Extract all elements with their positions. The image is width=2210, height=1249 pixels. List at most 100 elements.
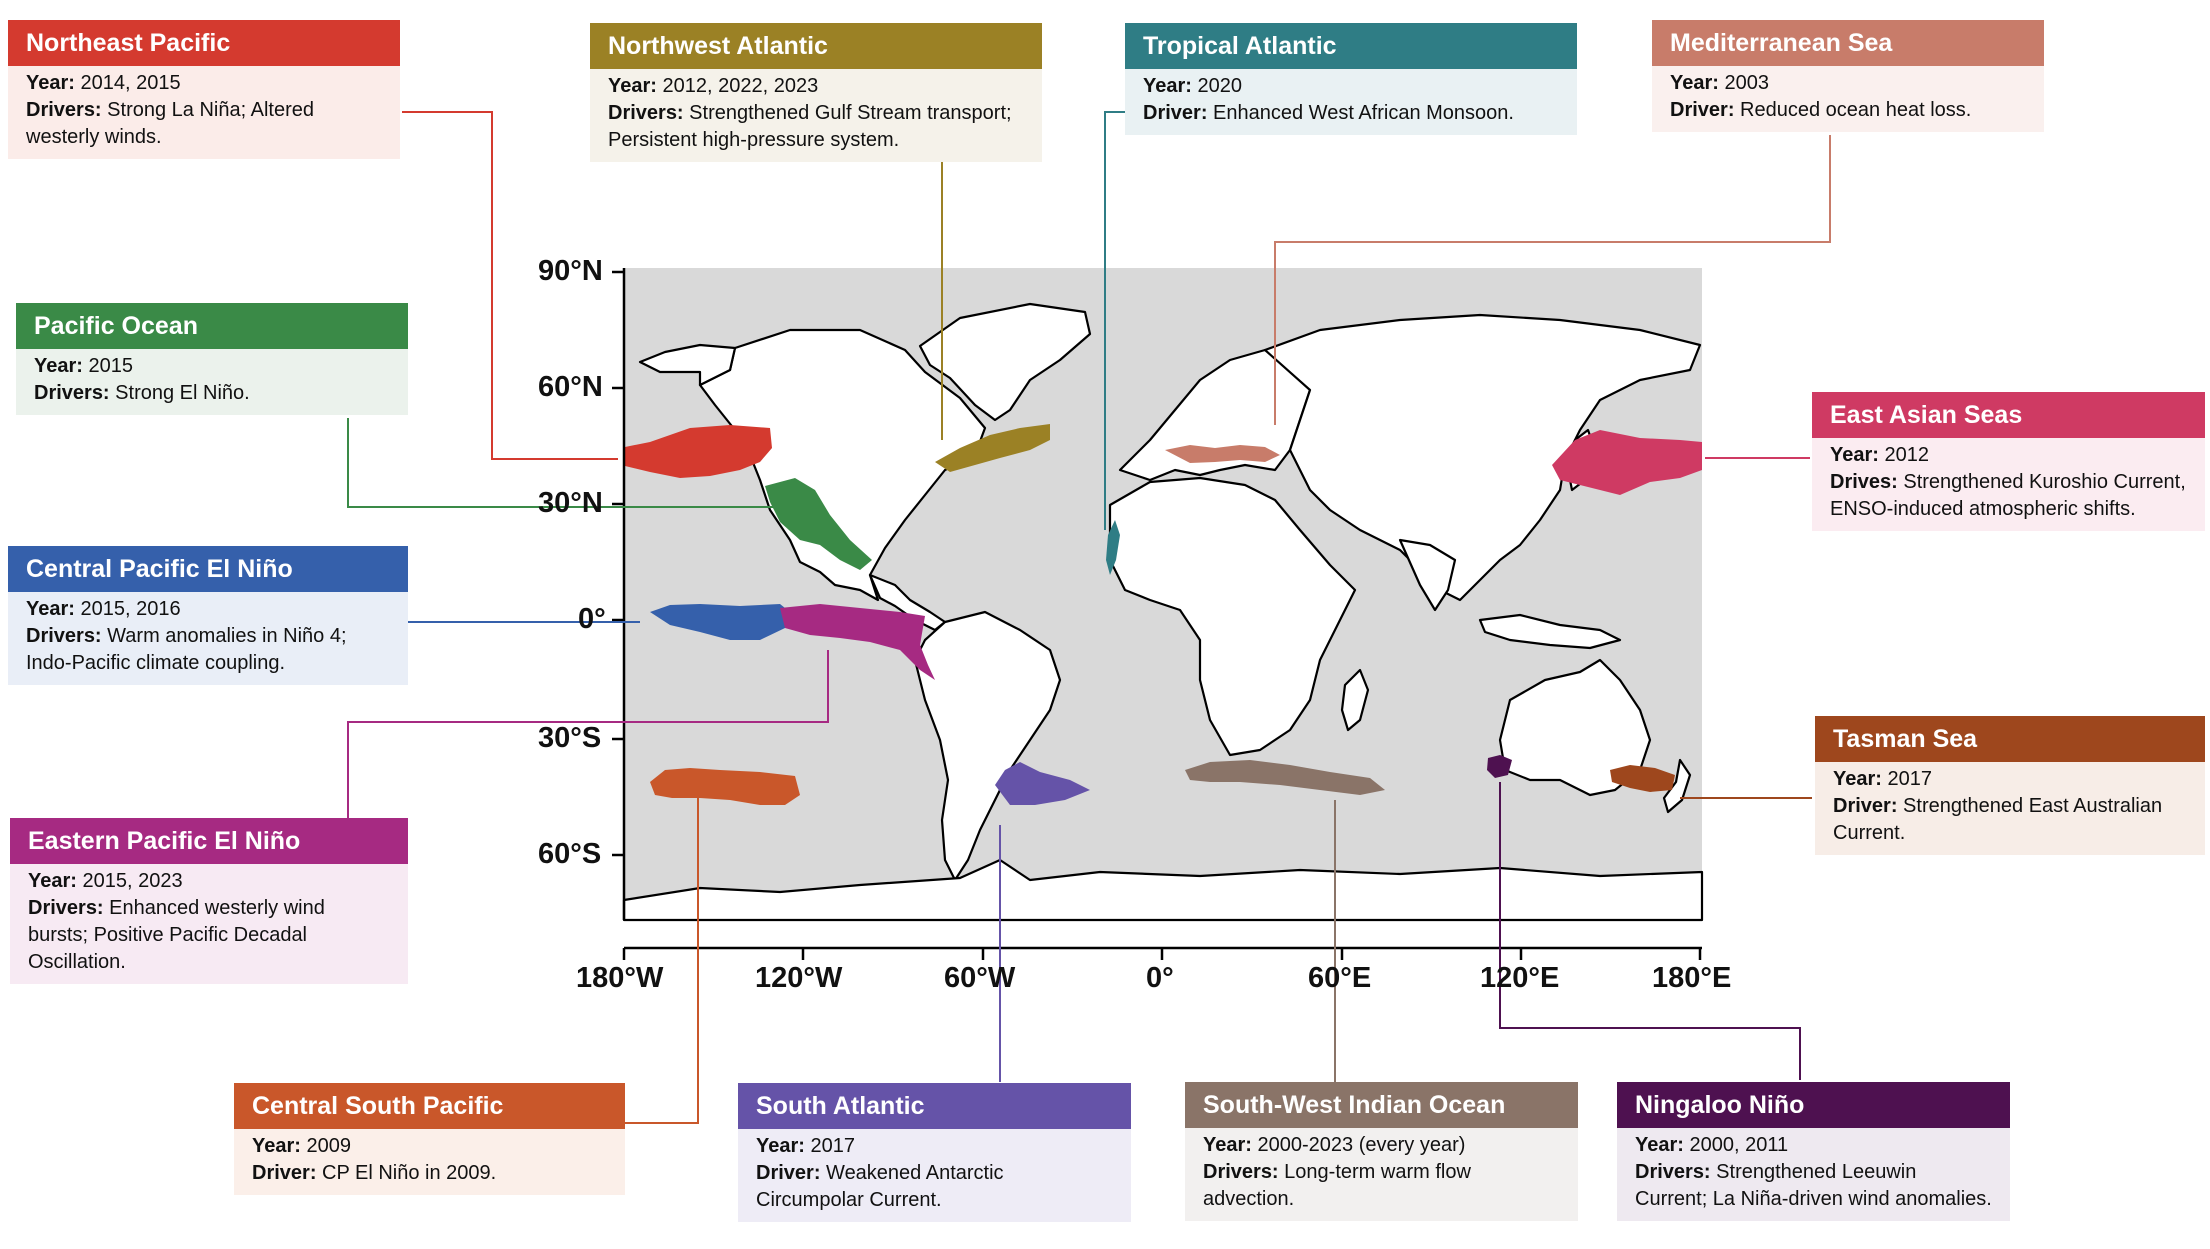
year-label: Year:: [26, 598, 75, 620]
year-label: Year:: [252, 1135, 301, 1157]
year-label: Year:: [1833, 768, 1882, 790]
region-patch-northeast-pacific: [625, 425, 772, 478]
year-value: 2015, 2023: [82, 870, 183, 892]
india-landmass: [1398, 538, 1457, 612]
info-box-mediterranean-sea: Mediterranean Sea Year: 2003 Driver: Red…: [1652, 20, 2044, 132]
info-box-central-pacific-el-nino: Central Pacific El Niño Year: 2015, 2016…: [8, 546, 408, 685]
info-box-northeast-pacific: Northeast Pacific Year: 2014, 2015 Drive…: [8, 20, 400, 159]
year-value: 2003: [1724, 72, 1770, 94]
lat-label-0: 0°: [578, 603, 606, 635]
region-patch-south-atlantic: [995, 762, 1090, 805]
lon-label-60w: 60°W: [944, 962, 1016, 994]
africa-landmass: [1108, 476, 1357, 757]
region-patch-central-pacific-el-nino: [650, 604, 790, 640]
info-box-title: Northeast Pacific: [8, 20, 400, 66]
drivers-value: Strengthened Kuroshio Current, ENSO-indu…: [1830, 471, 2186, 520]
region-patch-east-asian-seas: [1552, 430, 1702, 495]
info-box-eastern-pacific-el-nino: Eastern Pacific El Niño Year: 2015, 2023…: [10, 818, 408, 984]
info-box-title: Pacific Ocean: [16, 303, 408, 349]
info-box-title: South-West Indian Ocean: [1185, 1082, 1578, 1128]
info-box-pacific-ocean: Pacific Ocean Year: 2015 Drivers: Strong…: [16, 303, 408, 415]
antarctica-landmass: [622, 858, 1704, 922]
year-value: 2000-2023 (every year): [1257, 1134, 1466, 1156]
year-value: 2015, 2016: [80, 598, 181, 620]
info-box-tasman-sea: Tasman Sea Year: 2017 Driver: Strengthen…: [1815, 716, 2205, 855]
connector-ningaloo-nino: [1499, 782, 1801, 1080]
lat-label-30n: 30°N: [538, 487, 603, 519]
info-box-northwest-atlantic: Northwest Atlantic Year: 2012, 2022, 202…: [590, 23, 1042, 162]
info-box-title: Northwest Atlantic: [590, 23, 1042, 69]
lat-label-90n: 90°N: [538, 255, 603, 287]
drivers-value: Weakened Antarctic Circumpolar Current.: [756, 1162, 1004, 1211]
region-patch-pacific-ocean: [765, 478, 872, 570]
year-value: 2017: [810, 1135, 856, 1157]
heatwave-regions: [625, 424, 1702, 805]
region-patch-central-south-pacific: [650, 768, 800, 805]
year-value: 2014, 2015: [80, 72, 181, 94]
year-value: 2015: [88, 355, 134, 377]
drivers-value: Strengthened East Australian Current.: [1833, 795, 2163, 844]
lon-label-180e: 180°E: [1652, 962, 1732, 994]
drivers-value: Strong El Niño.: [115, 382, 250, 404]
drivers-label: Drivers:: [28, 897, 104, 919]
year-label: Year:: [1143, 75, 1192, 97]
lon-label-180w: 180°W: [576, 962, 664, 994]
info-box-central-south-pacific: Central South Pacific Year: 2009 Driver:…: [234, 1083, 625, 1195]
new-zealand-landmass: [1662, 758, 1692, 814]
info-box-title: Central Pacific El Niño: [8, 546, 408, 592]
drivers-label: Driver:: [252, 1162, 317, 1184]
connector-northeast-pacific: [402, 111, 618, 460]
year-label: Year:: [1635, 1134, 1684, 1156]
lon-label-60e: 60°E: [1308, 962, 1372, 994]
info-box-tropical-atlantic: Tropical Atlantic Year: 2020 Driver: Enh…: [1125, 23, 1577, 135]
madagascar-landmass: [1340, 668, 1370, 732]
drivers-label: Drivers:: [608, 102, 684, 124]
info-box-title: Ningaloo Niño: [1617, 1082, 2010, 1128]
drivers-value: CP El Niño in 2009.: [322, 1162, 497, 1184]
year-value: 2009: [306, 1135, 352, 1157]
drivers-label: Drivers:: [26, 99, 102, 121]
info-box-east-asian-seas: East Asian Seas Year: 2012 Drives: Stren…: [1812, 392, 2205, 531]
year-label: Year:: [28, 870, 77, 892]
lon-label-120w: 120°W: [755, 962, 843, 994]
drivers-label: Driver:: [756, 1162, 821, 1184]
connector-lines: [347, 111, 1831, 1124]
year-value: 2017: [1887, 768, 1933, 790]
region-patch-eastern-pacific-el-nino: [780, 604, 935, 680]
year-value: 2012: [1884, 444, 1930, 466]
year-value: 2020: [1197, 75, 1243, 97]
drivers-value: Strong La Niña; Altered westerly winds.: [26, 99, 314, 148]
year-label: Year:: [1203, 1134, 1252, 1156]
connector-tropical-atlantic: [1104, 111, 1125, 530]
info-box-title: East Asian Seas: [1812, 392, 2205, 438]
info-box-title: Eastern Pacific El Niño: [10, 818, 408, 864]
info-box-title: Central South Pacific: [234, 1083, 625, 1129]
land-masses: [622, 302, 1704, 922]
drivers-label: Drivers:: [1635, 1161, 1711, 1183]
drivers-label: Driver:: [1143, 102, 1208, 124]
drivers-value: Enhanced westerly wind bursts; Positive …: [28, 897, 325, 973]
alaska-landmass: [638, 343, 737, 387]
drivers-value: Reduced ocean heat loss.: [1740, 99, 1972, 121]
asia-landmass: [1263, 313, 1702, 602]
lat-label-60s: 60°S: [538, 838, 602, 870]
indonesia-landmass: [1478, 613, 1622, 650]
region-patch-tasman-sea: [1610, 765, 1675, 792]
year-label: Year:: [26, 72, 75, 94]
drivers-label: Driver:: [1833, 795, 1898, 817]
drivers-value: Long-term warm flow advection.: [1203, 1161, 1471, 1210]
connector-mediterranean-sea: [1274, 135, 1831, 425]
lat-label-30s: 30°S: [538, 722, 602, 754]
info-box-south-west-indian-ocean: South-West Indian Ocean Year: 2000-2023 …: [1185, 1082, 1578, 1221]
drivers-value: Strengthened Gulf Stream transport; Pers…: [608, 102, 1012, 151]
info-box-title: Tasman Sea: [1815, 716, 2205, 762]
connector-eastern-pacific-el-nino: [347, 650, 829, 818]
map-axes: [612, 268, 1702, 960]
connector-pacific-ocean: [347, 418, 785, 508]
drivers-label: Drives:: [1830, 471, 1898, 493]
drivers-label: Drivers:: [26, 625, 102, 647]
region-patch-ningaloo-nino: [1487, 755, 1512, 778]
year-value: 2000, 2011: [1689, 1134, 1789, 1156]
year-label: Year:: [1670, 72, 1719, 94]
info-box-south-atlantic: South Atlantic Year: 2017 Driver: Weaken…: [738, 1083, 1131, 1222]
